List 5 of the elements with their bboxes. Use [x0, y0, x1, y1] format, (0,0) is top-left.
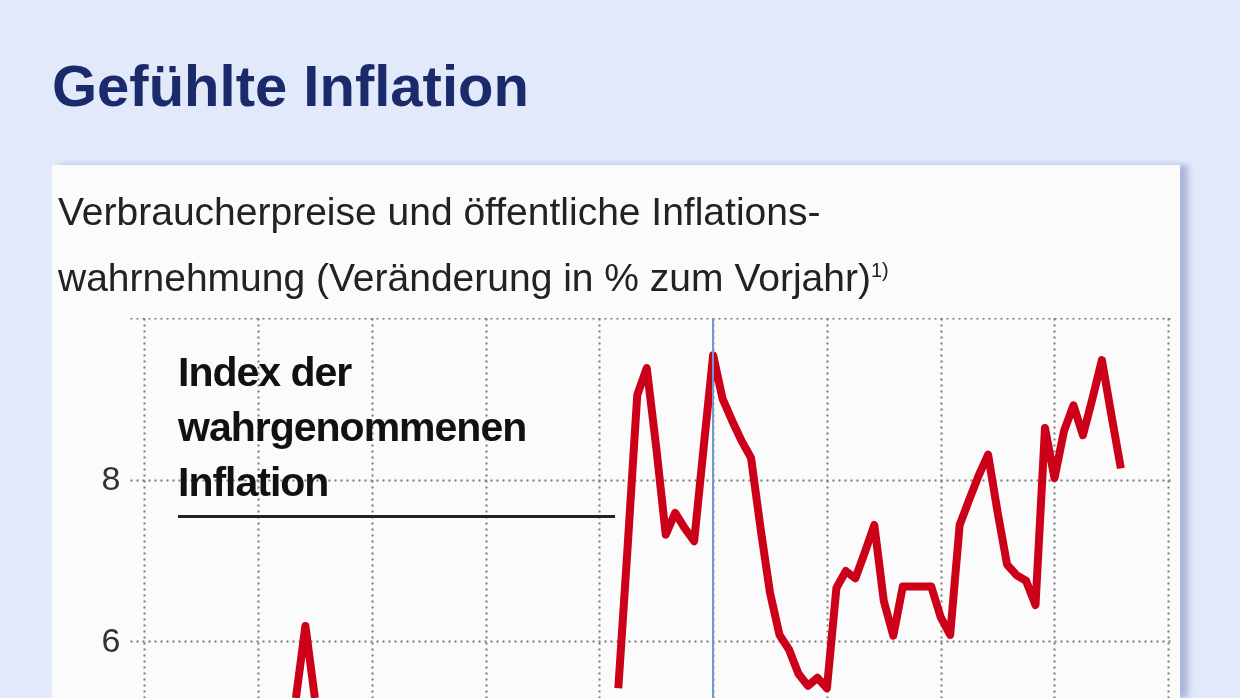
chart-subtitle: Verbraucherpreise und öffentliche Inflations- wahrnehmung (Veränderung in % zum Vorjahr)$^{1)}$	[58, 189, 889, 301]
y-tick-label: 6	[101, 620, 121, 659]
y-tick-label: 8	[101, 459, 121, 498]
annotation: Index der wahrgenommenen Inflation	[178, 348, 528, 507]
chart-title: Gefühlte Inflation	[52, 52, 529, 119]
